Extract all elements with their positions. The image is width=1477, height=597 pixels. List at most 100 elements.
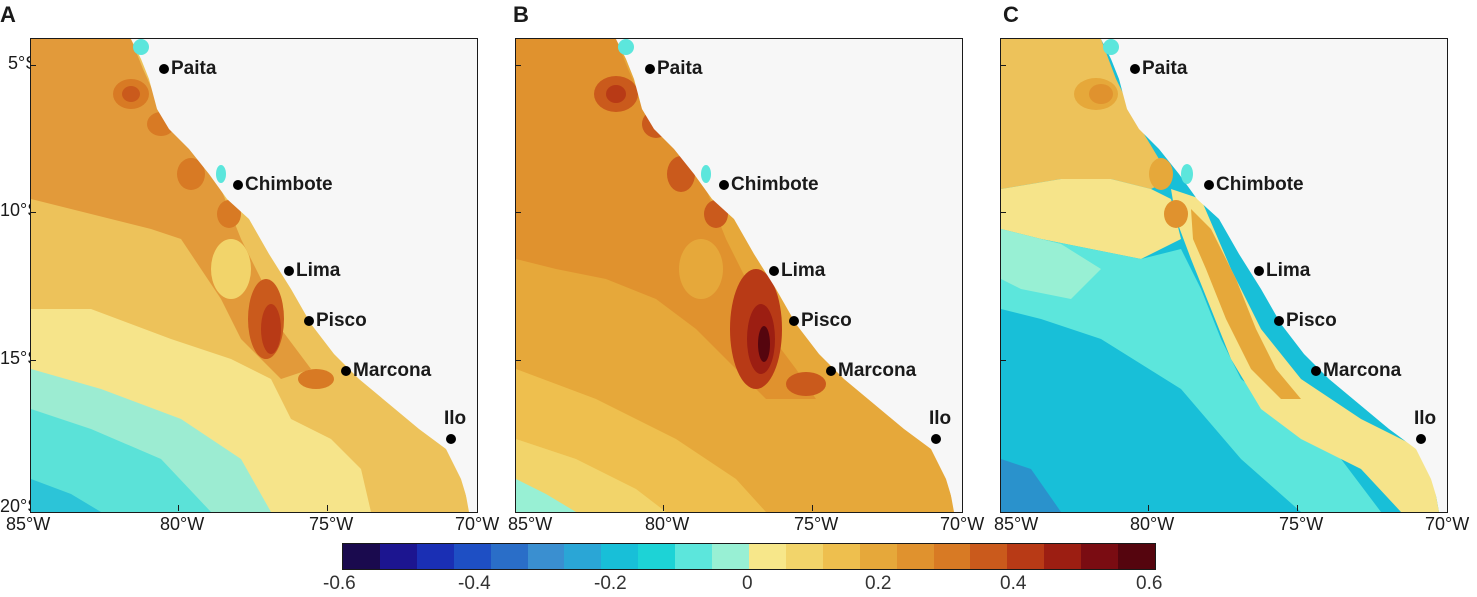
colorbar-segment (343, 544, 380, 569)
city-dot-pisco (789, 316, 799, 326)
x-tick-75w: 75°W (309, 514, 354, 534)
y-tickmark (1000, 65, 1006, 66)
city-dot-paita (159, 64, 169, 74)
colorbar-segment (416, 544, 454, 569)
city-label-ilo: Ilo (929, 408, 952, 429)
x-tick-80w: 80°W (645, 514, 690, 534)
colorbar-segment (564, 544, 602, 569)
colorbar-segment (970, 544, 1008, 569)
y-tick-5s: 5°S (8, 53, 38, 73)
colorbar-segment (896, 544, 934, 569)
colorbar-segment (527, 544, 565, 569)
colorbar-tick-label: 0 (742, 573, 753, 594)
city-label-lima: Lima (296, 260, 341, 281)
city-dot-marcona (341, 366, 351, 376)
colorbar-segment (785, 544, 823, 569)
y-tickmark (30, 65, 36, 66)
city-dot-chimbote (719, 180, 729, 190)
y-tickmark (1000, 360, 1006, 361)
y-tick-10s: 10°S (0, 200, 40, 220)
colorbar-segment (1081, 544, 1119, 569)
city-label-paita: Paita (1142, 58, 1188, 79)
x-tickmark (812, 505, 813, 511)
city-label-chimbote: Chimbote (1216, 174, 1304, 195)
city-dot-marcona (1311, 366, 1321, 376)
city-dot-lima (284, 266, 294, 276)
y-tickmark (515, 65, 521, 66)
colorbar-segment (601, 544, 639, 569)
colorbar-segment (1007, 544, 1045, 569)
x-tickmark (1297, 505, 1298, 511)
city-label-chimbote: Chimbote (245, 174, 333, 195)
panel-letter-a: A (0, 2, 16, 27)
y-tickmark (515, 360, 521, 361)
colorbar-tick-label: 0.2 (865, 573, 892, 594)
city-label-ilo: Ilo (1414, 408, 1437, 429)
x-tickmark (178, 505, 179, 511)
city-dot-ilo (1416, 434, 1426, 444)
map-panel-c (1000, 38, 1448, 513)
city-label-paita: Paita (171, 58, 217, 79)
colorbar-segment (379, 544, 417, 569)
city-label-pisco: Pisco (316, 310, 367, 331)
x-tick-85w: 85°W (508, 514, 553, 534)
city-label-ilo: Ilo (444, 408, 467, 429)
colorbar-tick-label: -0.4 (458, 573, 491, 594)
x-tick-80w: 80°W (160, 514, 205, 534)
map-c-fill (1001, 39, 1447, 512)
map-panel-b (515, 38, 963, 513)
x-tick-70w: 70°W (940, 514, 985, 534)
city-dot-paita (645, 64, 655, 74)
colorbar-segment (1044, 544, 1082, 569)
colorbar (342, 543, 1156, 570)
panel-letter-b: B (513, 2, 529, 27)
city-dot-marcona (826, 366, 836, 376)
city-label-pisco: Pisco (801, 310, 852, 331)
y-tick-20s: 20°S (0, 496, 40, 516)
city-dot-paita (1130, 64, 1140, 74)
colorbar-segment (712, 544, 749, 569)
city-dot-ilo (446, 434, 456, 444)
x-tick-75w: 75°W (794, 514, 839, 534)
city-dot-lima (769, 266, 779, 276)
x-tickmark (663, 505, 664, 511)
city-label-chimbote: Chimbote (731, 174, 819, 195)
city-dot-chimbote (1204, 180, 1214, 190)
city-label-pisco: Pisco (1286, 310, 1337, 331)
x-tick-85w: 85°W (6, 514, 51, 534)
x-tick-70w: 70°W (1425, 514, 1470, 534)
colorbar-tick-label: -0.6 (323, 573, 356, 594)
y-tickmark (515, 212, 521, 213)
colorbar-segment (453, 544, 491, 569)
city-dot-chimbote (233, 180, 243, 190)
colorbar-segment (933, 544, 971, 569)
colorbar-tick-label: 0.4 (1000, 573, 1027, 594)
colorbar-segment (822, 544, 860, 569)
city-dot-pisco (1274, 316, 1284, 326)
city-label-marcona: Marcona (353, 360, 432, 381)
colorbar-tick-label: 0.6 (1136, 573, 1163, 594)
x-tick-85w: 85°W (994, 514, 1039, 534)
x-tick-80w: 80°W (1130, 514, 1175, 534)
map-b-fill (516, 39, 962, 512)
colorbar-tick-label: -0.2 (594, 573, 627, 594)
x-tickmark (1148, 505, 1149, 511)
y-tickmark (30, 212, 36, 213)
city-dot-ilo (931, 434, 941, 444)
colorbar-segment (675, 544, 713, 569)
city-label-lima: Lima (1266, 260, 1311, 281)
colorbar-segment (859, 544, 897, 569)
y-tickmark (1000, 212, 1006, 213)
city-label-paita: Paita (657, 58, 703, 79)
city-dot-pisco (304, 316, 314, 326)
x-tickmark (327, 505, 328, 511)
colorbar-segment (638, 544, 676, 569)
map-panel-a (30, 38, 478, 513)
city-label-marcona: Marcona (1323, 360, 1402, 381)
x-tick-70w: 70°W (455, 514, 500, 534)
city-dot-lima (1254, 266, 1264, 276)
colorbar-segment (748, 544, 786, 569)
colorbar-segment (490, 544, 528, 569)
colorbar-segment (1118, 544, 1155, 569)
panel-letter-c: C (1003, 2, 1019, 27)
